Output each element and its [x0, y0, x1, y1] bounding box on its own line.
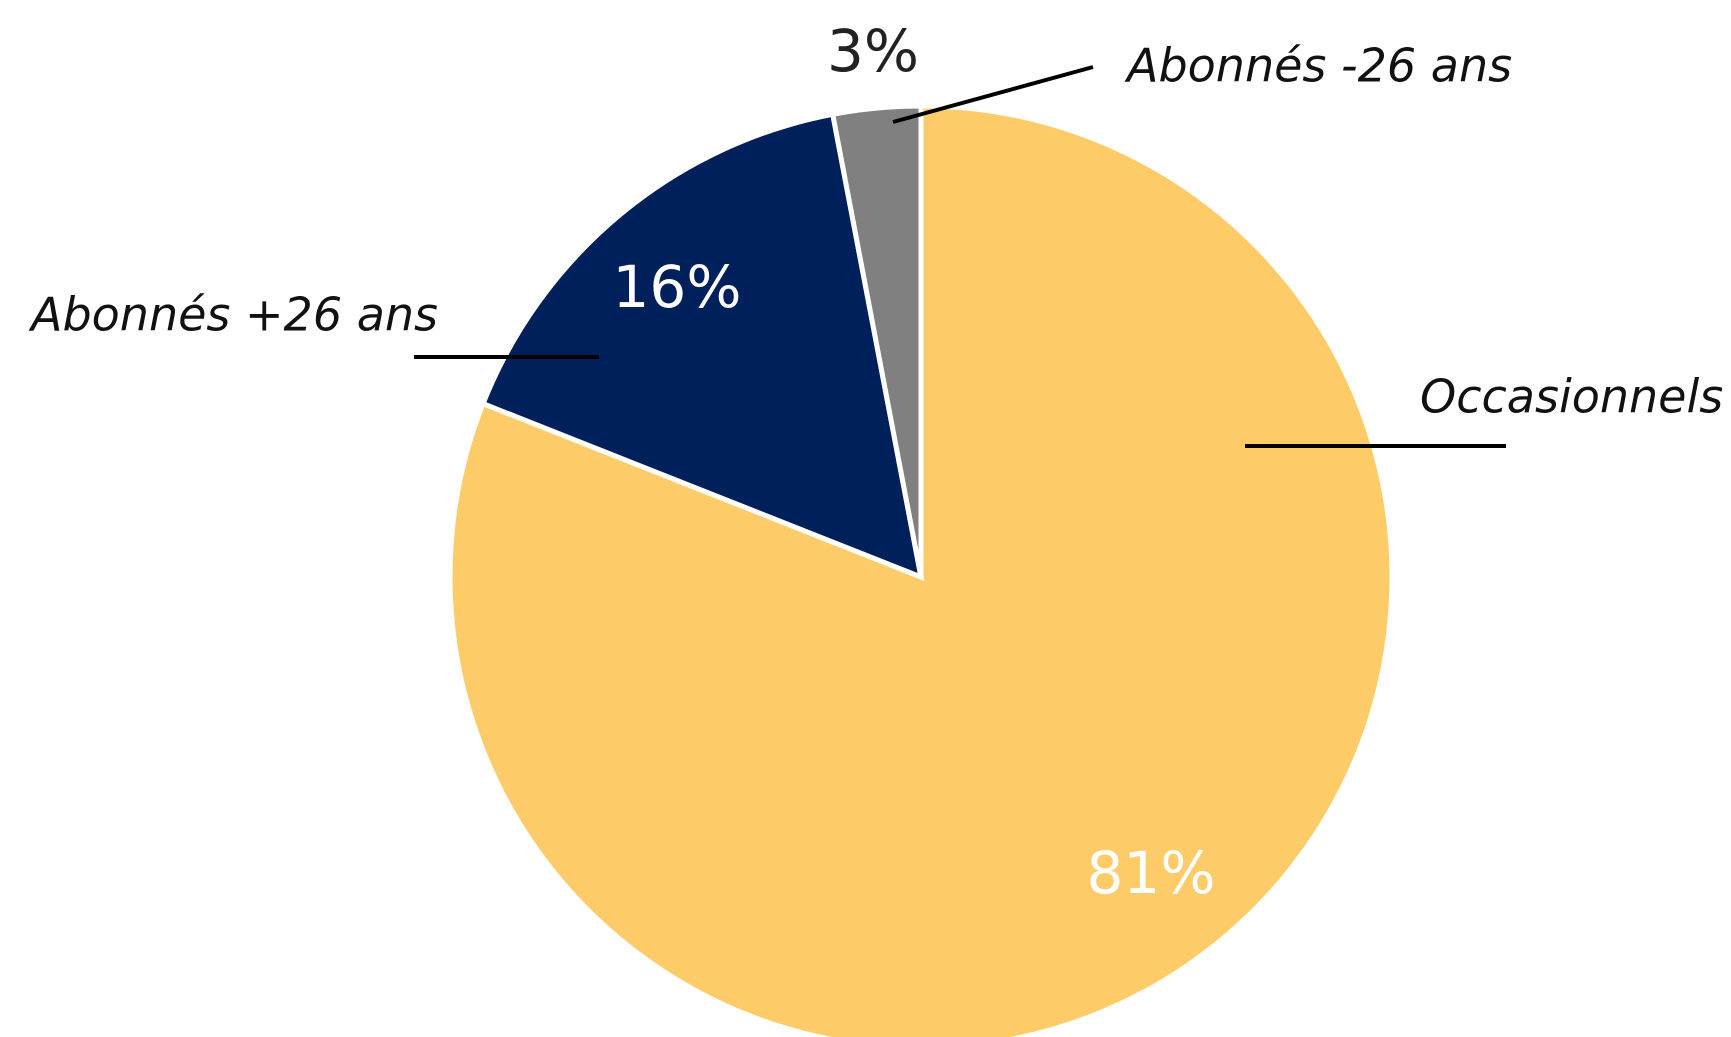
category-label: Occasionnels	[1420, 370, 1723, 424]
category-label: Abonnés -26 ans	[1124, 39, 1512, 93]
data-label: 81%	[1087, 839, 1216, 907]
pie-slice	[479, 111, 925, 581]
data-label: 16%	[613, 253, 742, 321]
pie-slice	[829, 103, 924, 578]
data-label: 3%	[827, 17, 919, 85]
leader-line	[892, 65, 1094, 124]
category-label: Abonnés +26 ans	[28, 288, 438, 342]
